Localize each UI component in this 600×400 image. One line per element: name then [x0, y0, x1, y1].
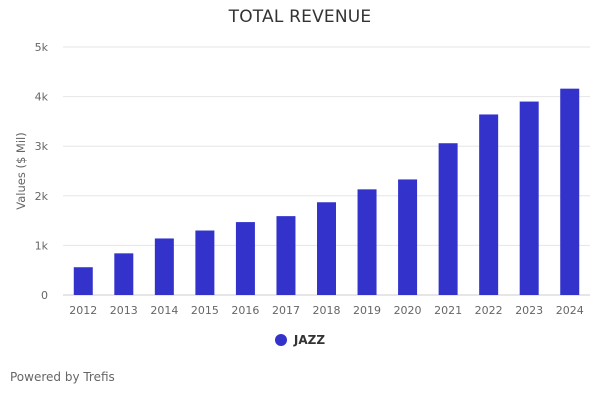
- x-tick-label: 2018: [313, 304, 341, 317]
- x-tick-label: 2020: [394, 304, 422, 317]
- y-tick-label: 0: [41, 289, 48, 302]
- x-tick-label: 2013: [110, 304, 138, 317]
- x-tick-label: 2016: [231, 304, 259, 317]
- y-tick-label: 4k: [35, 91, 49, 104]
- bar-2014: [154, 238, 174, 295]
- bar-2015: [195, 230, 215, 295]
- x-tick-label: 2022: [475, 304, 503, 317]
- bar-2024: [560, 88, 580, 295]
- x-tick-label: 2019: [353, 304, 381, 317]
- y-tick-label: 5k: [35, 41, 49, 54]
- y-tick-label: 1k: [35, 239, 49, 252]
- bar-2021: [438, 143, 458, 295]
- x-tick-label: 2021: [434, 304, 462, 317]
- legend[interactable]: JAZZ: [0, 333, 600, 347]
- bar-2013: [114, 253, 134, 295]
- x-tick-label: 2017: [272, 304, 300, 317]
- bar-2016: [235, 222, 255, 295]
- bar-2023: [519, 101, 539, 295]
- y-tick-label: 3k: [35, 140, 49, 153]
- x-tick-label: 2015: [191, 304, 219, 317]
- bar-2018: [317, 202, 336, 295]
- legend-marker-jazz: [274, 334, 287, 346]
- bar-2020: [398, 179, 418, 295]
- y-tick-label: 2k: [35, 190, 49, 203]
- bar-2019: [357, 189, 377, 295]
- x-tick-label: 2014: [150, 304, 178, 317]
- x-tick-label: 2012: [69, 304, 97, 317]
- x-tick-label: 2024: [556, 304, 584, 317]
- powered-by-credit[interactable]: Powered by Trefis: [10, 370, 115, 384]
- bar-2017: [276, 216, 296, 295]
- x-tick-label: 2023: [515, 304, 543, 317]
- bar-2012: [73, 267, 93, 295]
- legend-label-jazz: JAZZ: [293, 333, 326, 347]
- chart-title: TOTAL REVENUE: [228, 7, 372, 27]
- bar-2022: [479, 114, 499, 296]
